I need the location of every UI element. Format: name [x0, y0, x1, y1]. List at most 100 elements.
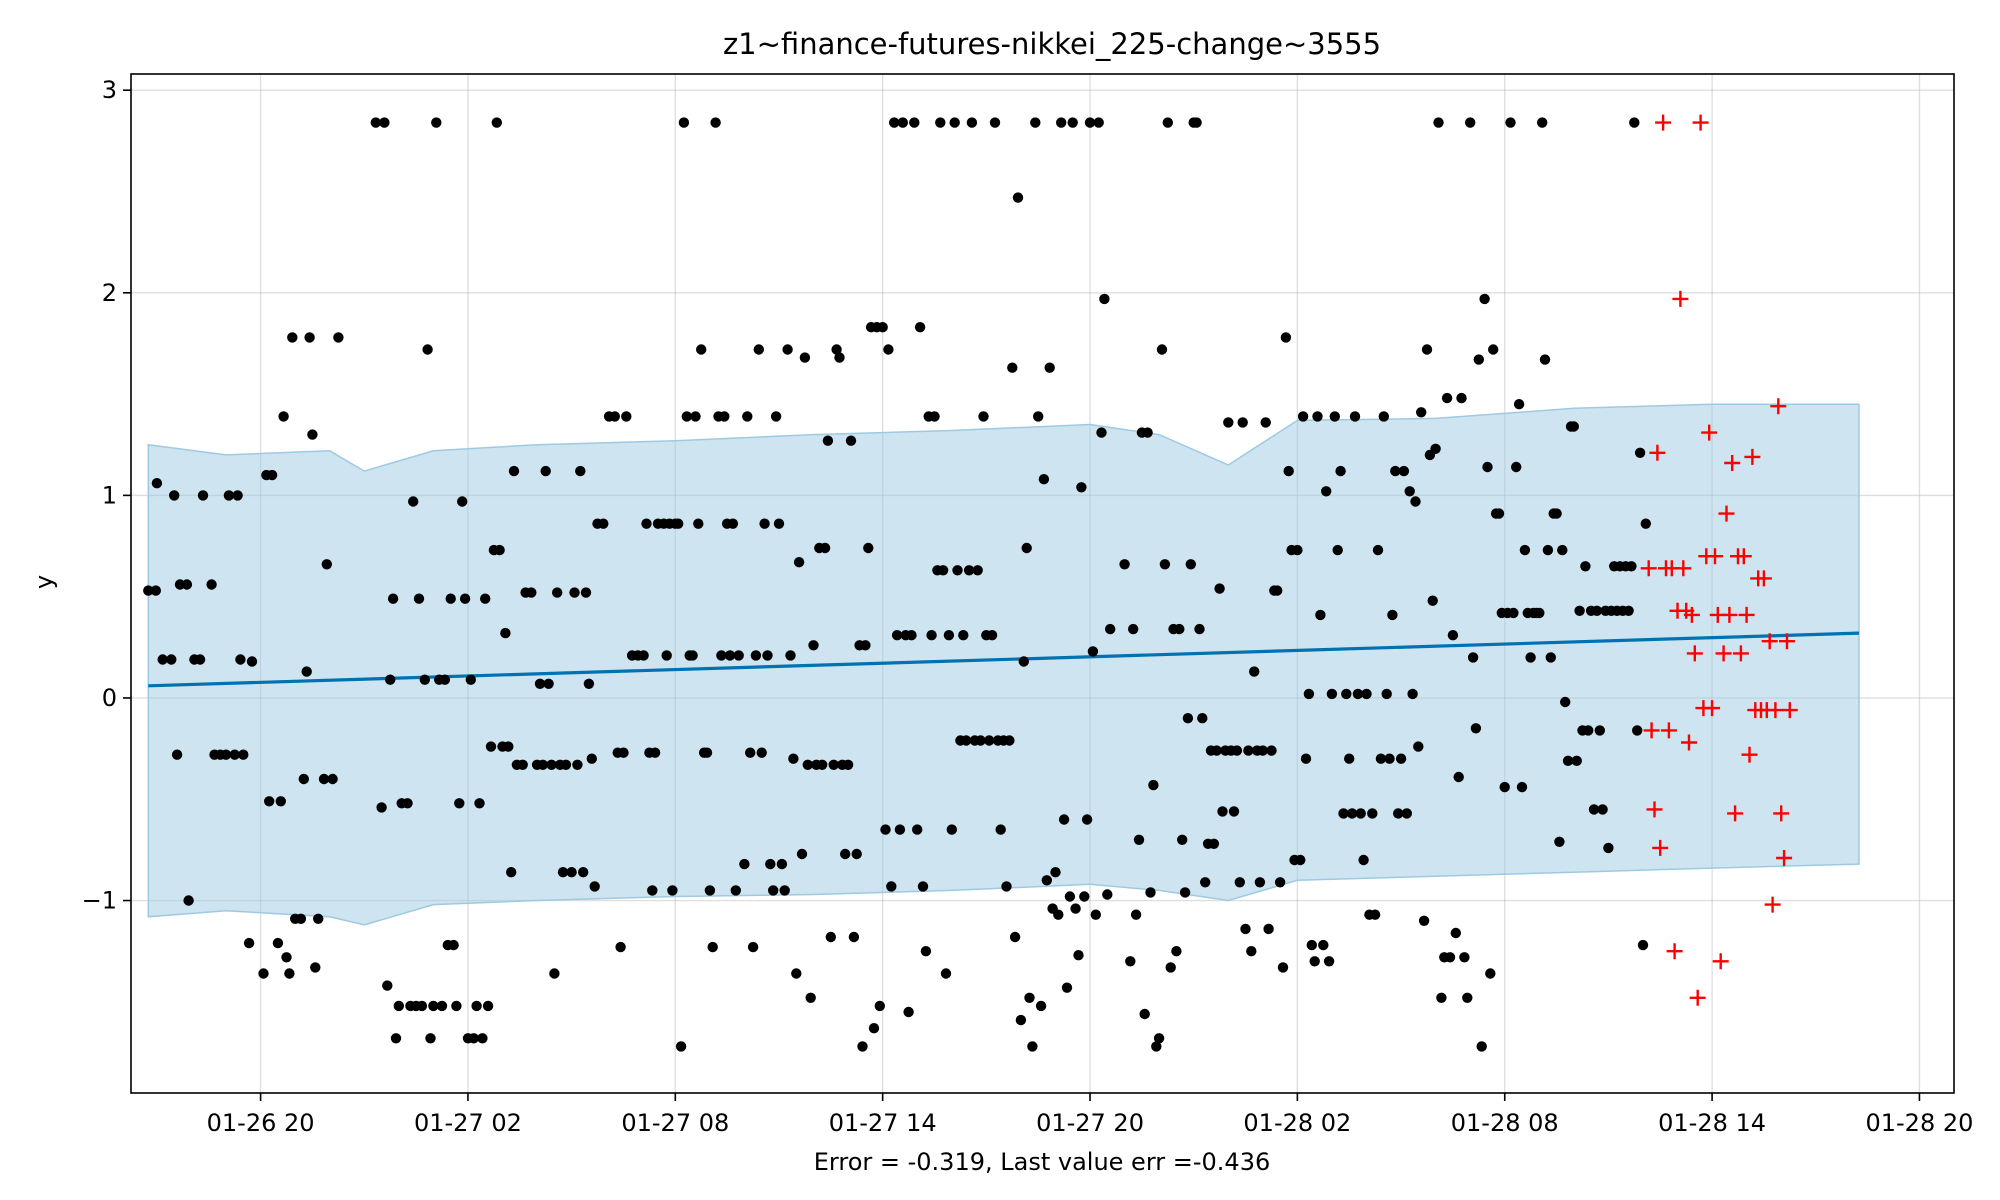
y-tick-label: −1	[82, 887, 117, 915]
future-point	[1781, 702, 1798, 719]
observed-point	[1223, 417, 1234, 428]
observed-point	[1634, 447, 1646, 458]
observed-point	[966, 117, 978, 128]
observed-point	[1525, 652, 1536, 663]
observed-point	[295, 913, 307, 924]
observed-point	[647, 885, 658, 896]
observed-point	[1015, 1014, 1027, 1026]
observed-point	[1329, 411, 1341, 422]
observed-point	[1421, 344, 1433, 355]
observed-point	[1560, 696, 1571, 708]
observed-point	[1355, 808, 1366, 819]
observed-point	[232, 490, 243, 501]
observed-point	[817, 759, 828, 770]
observed-point	[494, 544, 505, 556]
observed-point	[621, 411, 632, 422]
observed-point	[428, 1000, 439, 1012]
observed-point	[1508, 607, 1519, 619]
observed-point	[808, 640, 819, 651]
observed-point	[500, 627, 511, 639]
observed-point	[874, 1000, 885, 1012]
observed-point	[831, 344, 842, 355]
observed-point	[926, 630, 937, 641]
observed-point	[402, 798, 413, 809]
observed-point	[491, 117, 502, 128]
observed-point	[393, 1000, 404, 1012]
observed-point	[1274, 877, 1286, 888]
future-point	[1686, 645, 1703, 662]
observed-point	[436, 1000, 448, 1012]
observed-point	[1321, 486, 1332, 497]
observed-point	[413, 593, 425, 604]
future-point	[1764, 896, 1781, 913]
observed-point	[1033, 411, 1044, 422]
future-point	[1666, 943, 1683, 960]
observed-point	[943, 630, 955, 641]
observed-point	[1050, 867, 1061, 878]
observed-point	[1297, 411, 1309, 422]
observed-point	[445, 593, 456, 604]
observed-point	[727, 518, 739, 529]
future-point	[1773, 805, 1790, 822]
observed-point	[422, 344, 433, 355]
future-point	[1727, 805, 1744, 822]
observed-point	[272, 937, 284, 949]
observed-point	[1387, 609, 1398, 621]
observed-point	[667, 885, 678, 896]
observed-point	[693, 518, 704, 529]
observed-point	[710, 117, 721, 128]
observed-point	[802, 759, 813, 770]
observed-point	[785, 650, 796, 661]
future-point	[1707, 548, 1723, 565]
observed-point	[1390, 465, 1401, 477]
observed-point	[1004, 735, 1015, 746]
observed-point	[1214, 583, 1225, 594]
observed-point	[1404, 486, 1415, 497]
observed-point	[1272, 585, 1283, 596]
observed-point	[773, 518, 785, 529]
observed-point	[566, 867, 577, 878]
observed-point	[1332, 544, 1343, 556]
x-tick-label: 01-28 08	[1451, 1109, 1559, 1137]
observed-point	[1038, 474, 1050, 485]
observed-point	[477, 1033, 488, 1044]
band-area	[147, 403, 1860, 926]
observed-point	[540, 465, 551, 477]
observed-point	[1416, 407, 1427, 418]
observed-point	[739, 858, 750, 870]
observed-point	[609, 411, 620, 422]
observed-point	[425, 1033, 436, 1044]
observed-point	[1070, 903, 1081, 914]
observed-point	[842, 759, 854, 770]
observed-point	[638, 650, 649, 661]
observed-point	[914, 322, 926, 333]
observed-point	[1456, 392, 1467, 404]
observed-point	[1539, 354, 1551, 365]
observed-point	[1369, 909, 1381, 920]
future-point	[1683, 606, 1700, 623]
observed-point	[707, 941, 718, 953]
observed-point	[1194, 623, 1205, 635]
future-point	[1640, 560, 1657, 577]
observed-point	[1516, 781, 1528, 793]
observed-point	[1568, 421, 1580, 432]
observed-point	[304, 332, 315, 343]
future-point	[1643, 722, 1660, 739]
observed-point	[1249, 666, 1260, 677]
observed-point	[1197, 713, 1208, 724]
observed-point	[485, 741, 497, 752]
future-point	[1715, 645, 1732, 662]
observed-point	[793, 557, 805, 568]
observed-point	[572, 759, 583, 770]
observed-point	[1300, 753, 1312, 764]
observed-point	[1191, 117, 1202, 128]
observed-point	[1465, 117, 1476, 128]
observed-point	[1433, 117, 1444, 128]
observed-point	[742, 411, 753, 422]
future-point	[1744, 448, 1761, 465]
observed-point	[1381, 688, 1392, 700]
observed-point	[690, 411, 701, 422]
observed-point	[1410, 496, 1421, 507]
observed-point	[1499, 781, 1510, 793]
